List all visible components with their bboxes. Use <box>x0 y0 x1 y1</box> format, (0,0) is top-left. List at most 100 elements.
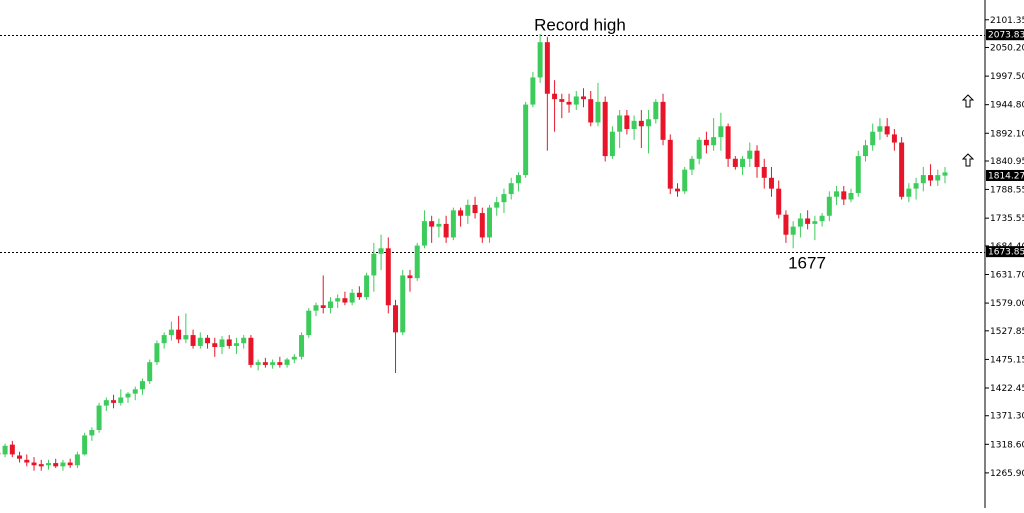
candle <box>509 178 514 200</box>
candle-body <box>111 400 116 403</box>
candle <box>610 126 615 159</box>
up-arrow-icon <box>963 95 973 107</box>
candle-body <box>834 191 839 196</box>
candle-body <box>610 132 615 156</box>
candle <box>711 118 716 151</box>
candle-body <box>53 463 58 466</box>
candle-body <box>335 298 340 301</box>
candle-body <box>849 193 854 200</box>
candle-body <box>791 227 796 235</box>
candle <box>53 459 58 468</box>
candle-body <box>877 126 882 131</box>
candle <box>407 270 412 292</box>
candle-body <box>306 311 311 335</box>
candle-body <box>422 221 427 245</box>
candle <box>538 34 543 83</box>
candle <box>10 441 15 457</box>
candle-body <box>465 205 470 216</box>
candle-body <box>697 140 702 159</box>
candle <box>726 124 731 167</box>
candle-body <box>530 77 535 104</box>
candle-body <box>176 330 181 340</box>
candle-body <box>509 183 514 194</box>
candle-body <box>147 362 152 381</box>
candle-body <box>154 343 159 362</box>
candle-body <box>574 96 579 104</box>
candle <box>747 143 752 167</box>
candle <box>661 94 666 146</box>
candle <box>277 357 282 368</box>
candle-body <box>321 305 326 308</box>
candle-body <box>407 275 412 278</box>
candle <box>162 332 167 348</box>
candle-body <box>798 218 803 226</box>
candle <box>357 286 362 300</box>
y-tick-label: 1997.50 <box>990 72 1024 82</box>
candle-body <box>371 254 376 276</box>
candle <box>220 336 225 354</box>
candle <box>697 137 702 164</box>
candle-body <box>364 275 369 297</box>
candle <box>104 397 109 411</box>
candle-body <box>661 102 666 140</box>
y-tick-label: 1631.70 <box>990 270 1024 280</box>
price-tag-label: 1814.27 <box>988 171 1024 181</box>
candle <box>501 189 506 213</box>
candle <box>285 358 290 368</box>
candle <box>870 124 875 151</box>
candle-body <box>97 406 102 430</box>
candle <box>198 332 203 348</box>
candle-body <box>212 343 217 347</box>
candle-body <box>444 224 449 238</box>
candle-body <box>899 143 904 197</box>
candle <box>603 96 608 161</box>
candle-body <box>458 210 463 215</box>
y-tick-label: 2101.35 <box>990 16 1024 26</box>
candle <box>762 159 767 189</box>
candle <box>755 145 760 178</box>
candle-body <box>17 455 22 458</box>
candle <box>350 289 355 305</box>
candle <box>465 199 470 223</box>
price-axis: 2101.352050.201997.501944.801892.101840.… <box>985 0 1024 508</box>
candle <box>581 88 586 107</box>
candle <box>451 208 456 241</box>
candle <box>776 181 781 219</box>
candle <box>3 444 8 458</box>
y-tick-label: 1265.90 <box>990 469 1024 479</box>
candle-body <box>668 140 673 189</box>
candle-body <box>646 119 651 126</box>
candle <box>299 332 304 359</box>
candle <box>928 164 933 186</box>
candle-body <box>747 151 752 159</box>
candle <box>718 113 723 151</box>
candle-body <box>227 339 232 346</box>
candle-body <box>241 338 246 343</box>
candle <box>176 316 181 343</box>
candle-body <box>429 221 434 226</box>
candle-body <box>313 305 318 310</box>
candle-body <box>270 362 275 365</box>
candle <box>523 102 528 178</box>
candle <box>335 294 340 308</box>
price-tag-label: 2073.83 <box>988 31 1024 41</box>
candle <box>241 335 246 349</box>
candle-body <box>393 305 398 332</box>
candle-body <box>726 126 731 159</box>
candle <box>126 392 131 403</box>
candle-body <box>805 218 810 223</box>
candle-body <box>39 464 44 466</box>
candle <box>624 110 629 134</box>
candle <box>559 94 564 118</box>
candle-body <box>885 126 890 134</box>
y-tick-label: 1735.55 <box>990 214 1024 224</box>
candle <box>632 115 637 139</box>
candle <box>32 457 37 471</box>
candle-body <box>357 293 362 297</box>
candle-body <box>545 42 550 94</box>
candle <box>227 335 232 349</box>
candle <box>783 210 788 243</box>
candle <box>574 91 579 110</box>
candle-body <box>10 445 15 455</box>
